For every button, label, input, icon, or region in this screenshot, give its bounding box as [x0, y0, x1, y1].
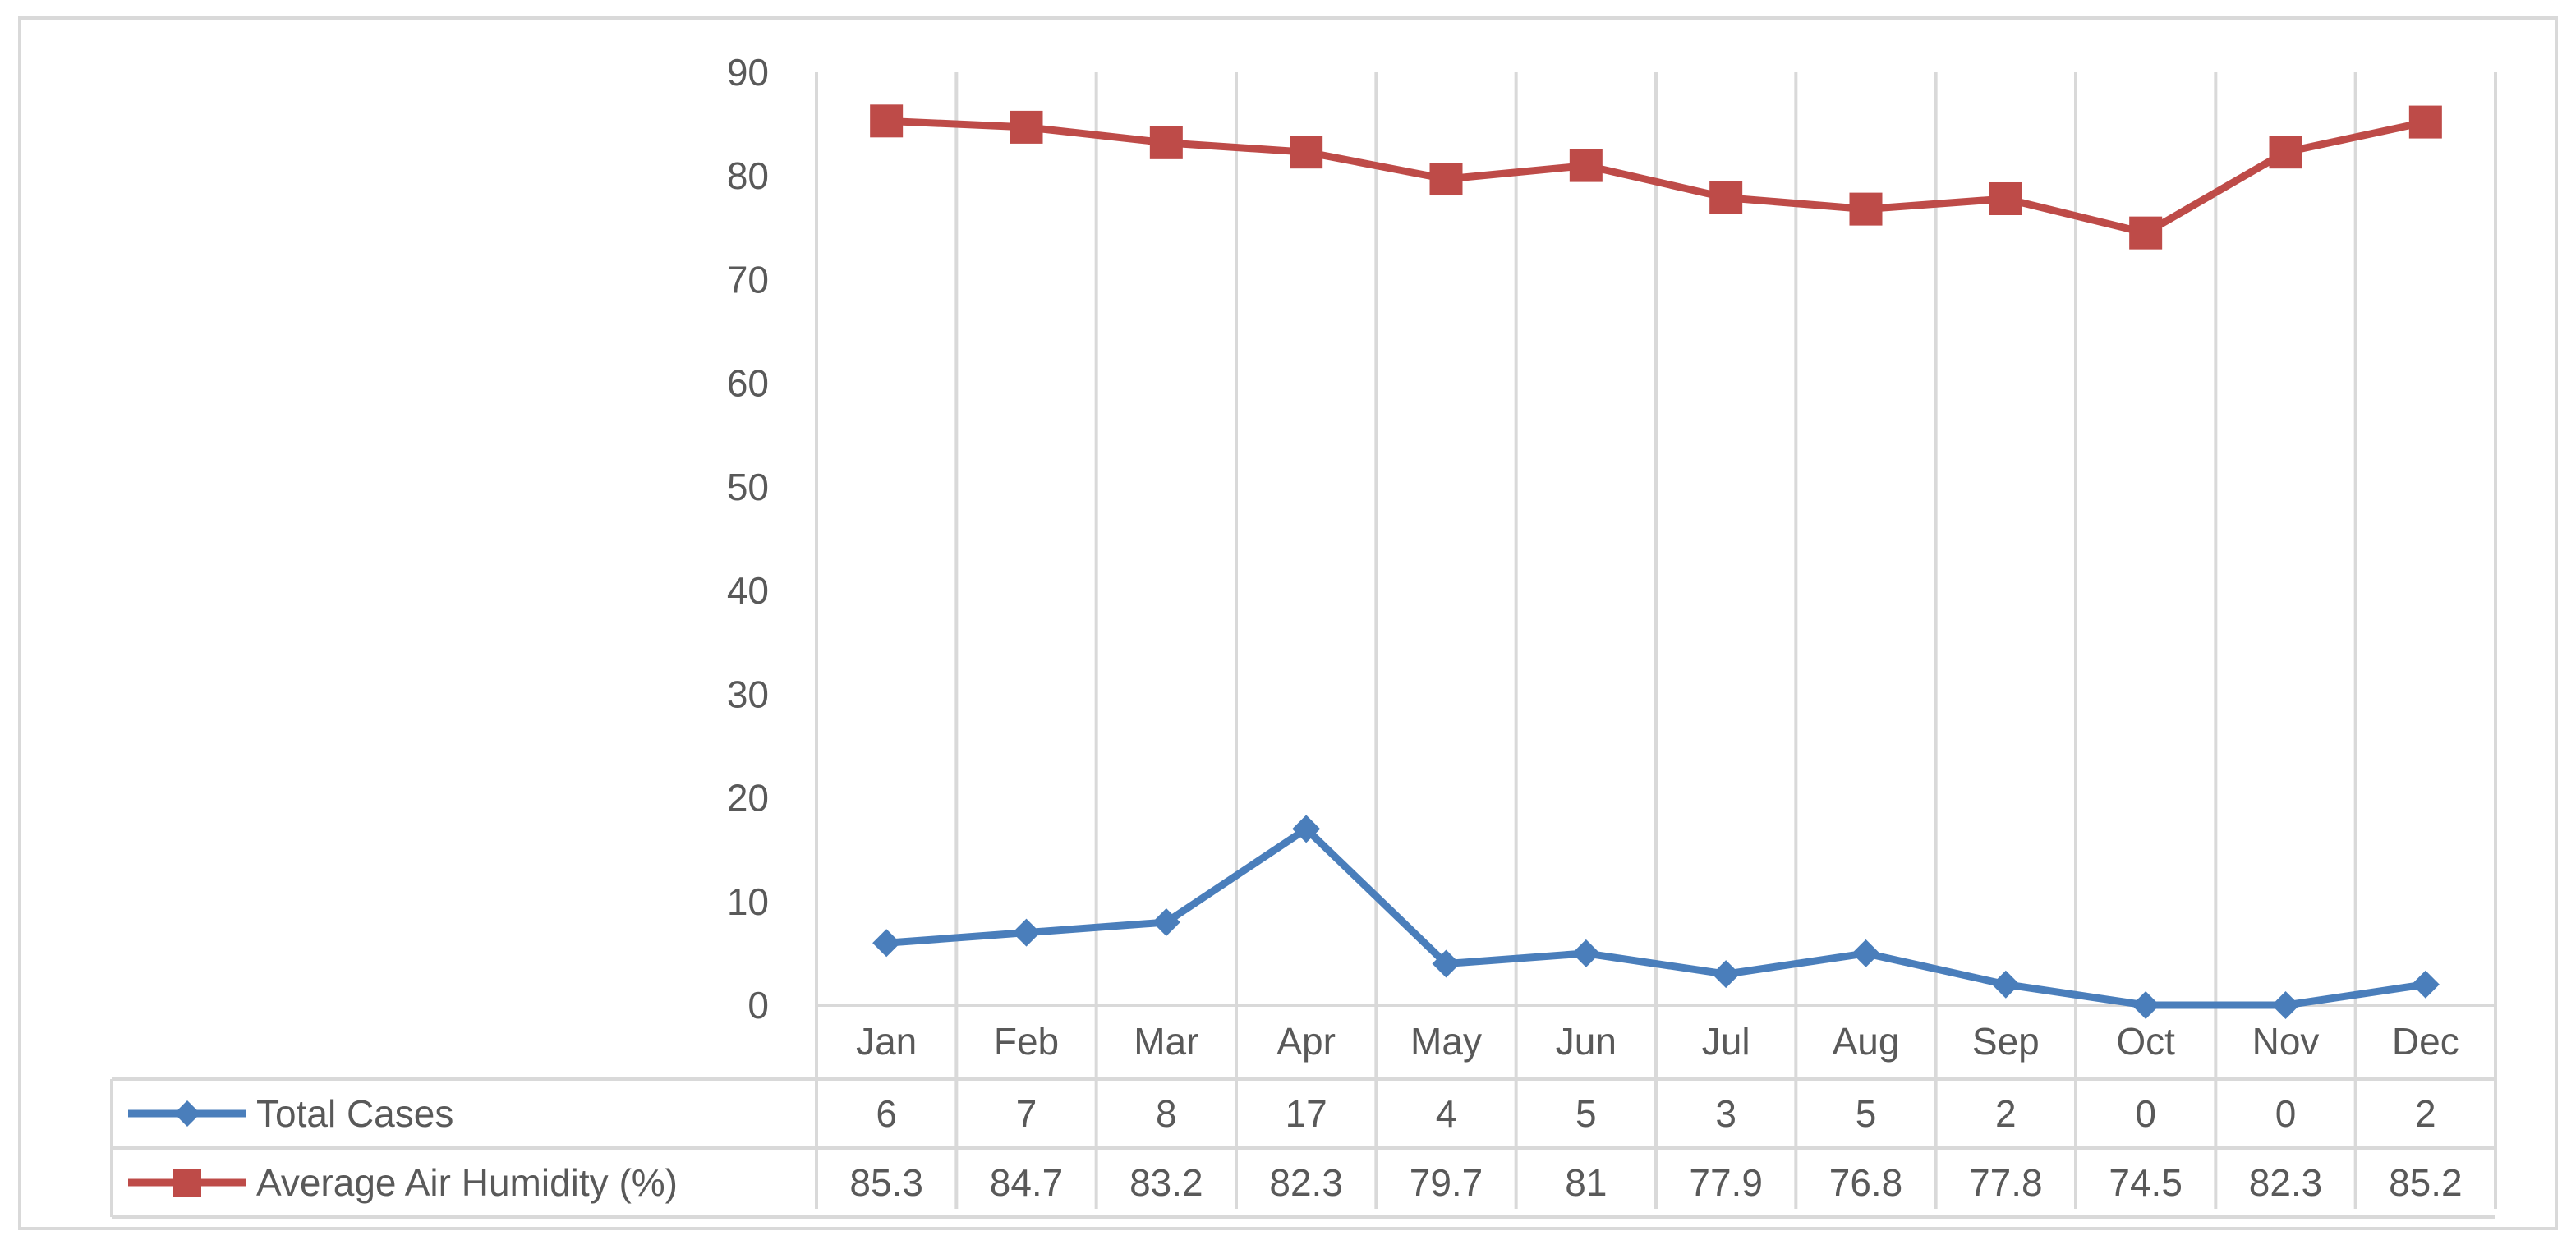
legend-entry-label: Total Cases — [256, 1092, 453, 1135]
data-table-value: 84.7 — [990, 1161, 1064, 1204]
legend-key-marker — [174, 1100, 200, 1127]
y-tick-label: 60 — [727, 362, 769, 405]
data-table-value: 0 — [2275, 1092, 2297, 1135]
y-tick-label: 70 — [727, 258, 769, 301]
data-point — [2269, 136, 2302, 169]
data-table-value: 17 — [1286, 1092, 1327, 1135]
data-point — [1989, 181, 2022, 215]
data-table: Jan Feb Mar Apr May Jun Jul Aug Sep Oct Nov Dec Tota… — [110, 1004, 2496, 1219]
data-table-value: 5 — [1856, 1092, 1877, 1135]
data-point — [2129, 216, 2163, 250]
data-point — [1152, 908, 1180, 937]
data-table-value: 82.3 — [1269, 1161, 1343, 1204]
data-table-value: 8 — [1156, 1092, 1177, 1135]
data-table-value: 5 — [1576, 1092, 1597, 1135]
y-tick-label: 80 — [727, 154, 769, 197]
x-tick-label: Dec — [2392, 1020, 2459, 1063]
data-point — [1569, 149, 1603, 182]
x-tick-label: Nov — [2252, 1020, 2320, 1063]
series-line — [882, 117, 2430, 237]
data-point — [1429, 163, 1463, 196]
y-tick-label: 20 — [727, 777, 769, 820]
data-point — [2132, 991, 2160, 1019]
series-1 — [872, 815, 2440, 1019]
data-point — [1149, 126, 1183, 159]
data-point — [1849, 192, 1883, 226]
legend-key-marker — [173, 1169, 201, 1197]
data-point — [2271, 991, 2300, 1019]
y-tick-label: 0 — [748, 984, 769, 1027]
data-table-value: 83.2 — [1129, 1161, 1203, 1204]
data-table-value: 85.3 — [849, 1161, 923, 1204]
y-tick-label: 30 — [727, 673, 769, 715]
data-point — [1712, 960, 1741, 989]
y-tick-label: 40 — [727, 569, 769, 612]
data-table-value: 76.8 — [1829, 1161, 1903, 1204]
data-table-value: 4 — [1436, 1092, 1457, 1135]
data-table-value: 2 — [2415, 1092, 2436, 1135]
y-tick-label: 10 — [727, 880, 769, 923]
data-point — [872, 929, 901, 958]
data-point — [2408, 105, 2442, 139]
grid-lines — [815, 72, 2497, 1209]
x-tick-label: Jul — [1702, 1020, 1750, 1063]
x-tick-label: Oct — [2116, 1020, 2175, 1063]
data-point — [1432, 949, 1460, 978]
data-table-value: 79.7 — [1410, 1161, 1484, 1204]
legend-entry-label: Average Air Humidity (%) — [256, 1161, 678, 1204]
data-point — [1991, 970, 2020, 999]
data-point — [2411, 970, 2440, 999]
data-point — [1709, 181, 1743, 214]
y-tick-label: 90 — [727, 51, 769, 94]
data-point — [1010, 110, 1043, 144]
data-point — [1290, 136, 1323, 169]
data-point — [1012, 918, 1041, 947]
legend-key — [128, 1100, 246, 1127]
data-table-value: 7 — [1016, 1092, 1037, 1135]
x-tick-label: Jun — [1556, 1020, 1617, 1063]
x-tick-label: May — [1410, 1020, 1482, 1063]
data-point — [1852, 939, 1880, 967]
data-table-value: 74.5 — [2109, 1161, 2183, 1204]
data-table-value: 3 — [1715, 1092, 1736, 1135]
y-axis-tick-labels: 0 10 20 30 40 50 60 70 80 90 — [727, 51, 769, 1027]
legend-key — [128, 1169, 246, 1197]
data-table-value: 6 — [876, 1092, 897, 1135]
data-table-value: 0 — [2135, 1092, 2156, 1135]
data-point — [1292, 815, 1321, 843]
data-table-value: 85.2 — [2389, 1161, 2463, 1204]
data-table-value: 81 — [1565, 1161, 1607, 1204]
x-tick-label: Sep — [1972, 1020, 2040, 1063]
x-tick-label: Mar — [1134, 1020, 1198, 1063]
series-line — [882, 825, 2430, 1009]
data-table-value: 77.9 — [1689, 1161, 1763, 1204]
x-tick-label: Feb — [994, 1020, 1059, 1063]
series-lines — [870, 104, 2442, 1019]
data-point — [1571, 939, 1600, 967]
x-tick-label: Jan — [856, 1020, 917, 1063]
data-point — [870, 104, 904, 138]
data-table-value: 2 — [1995, 1092, 2017, 1135]
x-tick-label: Aug — [1833, 1020, 1900, 1063]
x-tick-label: Apr — [1276, 1020, 1336, 1063]
y-tick-label: 50 — [727, 466, 769, 508]
data-table-value: 82.3 — [2249, 1161, 2323, 1204]
series-2 — [870, 104, 2442, 250]
data-table-value: 77.8 — [1969, 1161, 2043, 1204]
